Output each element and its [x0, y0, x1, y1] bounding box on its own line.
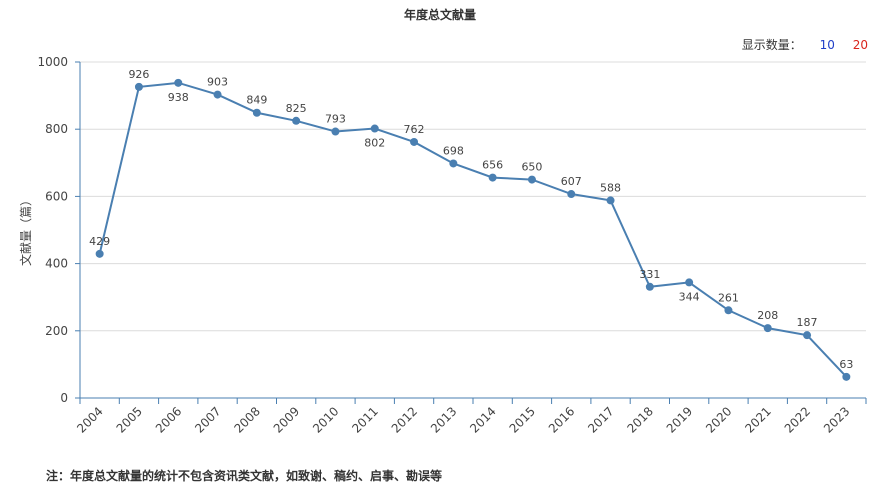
data-label: 607	[561, 175, 582, 188]
data-label: 656	[482, 159, 503, 172]
axes	[79, 62, 866, 399]
data-point	[724, 306, 733, 315]
series-line	[98, 81, 848, 378]
data-points	[95, 78, 851, 381]
data-label: 849	[246, 94, 267, 107]
data-label: 825	[286, 102, 307, 115]
display-count-label: 显示数量：	[741, 38, 802, 52]
y-axis-ticks: 0 200 400 600 800 1000	[37, 55, 80, 405]
data-point	[685, 278, 694, 287]
data-label: 903	[207, 76, 228, 89]
data-label: 802	[364, 137, 385, 150]
data-point	[410, 137, 419, 146]
data-labels: 429 926 938 903 849 825 793 802 762 698 656 650 607 5…	[89, 68, 853, 371]
data-label: 762	[404, 123, 425, 136]
y-tick-label: 400	[45, 257, 68, 271]
data-label: 793	[325, 113, 346, 126]
x-tick-label: 2016	[546, 404, 577, 435]
data-label: 429	[89, 235, 110, 248]
data-label: 187	[797, 316, 818, 329]
data-point	[331, 127, 340, 136]
data-label: 650	[521, 161, 542, 174]
data-label: 926	[128, 68, 149, 81]
data-point	[213, 90, 222, 99]
x-tick-label: 2005	[114, 404, 145, 435]
data-point	[95, 249, 104, 258]
x-tick-label: 2019	[664, 404, 695, 435]
data-point	[645, 282, 654, 291]
x-tick-label: 2023	[821, 404, 852, 435]
display-count-10-option[interactable]: 10	[819, 38, 835, 52]
x-tick-label: 2021	[742, 404, 773, 435]
data-point	[449, 159, 458, 168]
data-point	[763, 324, 772, 333]
data-label: 331	[639, 268, 660, 281]
data-label: 63	[839, 358, 853, 371]
y-tick-label: 200	[45, 324, 68, 338]
y-tick-label: 600	[45, 189, 68, 203]
data-point	[803, 331, 812, 340]
data-point	[567, 190, 576, 199]
data-point	[527, 175, 536, 184]
x-tick-label: 2018	[624, 404, 655, 435]
data-point	[252, 108, 261, 117]
data-point	[174, 78, 183, 87]
gridlines	[80, 61, 866, 332]
x-tick-label: 2015	[507, 404, 538, 435]
x-tick-label: 2009	[271, 404, 302, 435]
x-tick-label: 2008	[231, 404, 262, 435]
x-tick-label: 2012	[389, 404, 420, 435]
x-axis-ticks: 2004 2005 2006 2007 2008 2009 2010 2011 2012 2013…	[74, 398, 867, 436]
x-tick-label: 2010	[310, 404, 341, 435]
data-point	[488, 173, 497, 182]
data-label: 208	[757, 309, 778, 322]
x-tick-label: 2022	[782, 404, 813, 435]
data-point	[606, 196, 615, 205]
data-point	[134, 82, 143, 91]
x-tick-label: 2017	[585, 404, 616, 435]
footnote: 注：年度总文献量的统计不包含资讯类文献，如致谢、稿约、启事、勘误等	[46, 469, 443, 483]
data-label: 344	[679, 290, 700, 303]
x-tick-label: 2020	[703, 404, 734, 435]
x-tick-label: 2007	[192, 404, 223, 435]
data-point	[370, 124, 379, 133]
data-point	[292, 116, 301, 125]
data-label: 938	[168, 91, 189, 104]
data-label: 698	[443, 144, 464, 157]
display-count-20-option[interactable]: 20	[852, 38, 868, 52]
data-point	[842, 372, 851, 381]
data-label: 588	[600, 181, 621, 194]
data-label: 261	[718, 291, 739, 304]
x-tick-label: 2014	[467, 404, 498, 435]
display-count-selector: 显示数量： 10 20	[742, 36, 868, 53]
y-tick-label: 800	[45, 122, 68, 136]
y-axis-label: 文献量（篇）	[18, 194, 33, 266]
x-tick-label: 2006	[153, 404, 184, 435]
y-tick-label: 1000	[37, 55, 68, 69]
chart-title: 年度总文献量	[403, 8, 476, 22]
x-tick-label: 2013	[428, 404, 459, 435]
x-tick-label: 2011	[349, 404, 380, 435]
y-tick-label: 0	[60, 391, 68, 405]
x-tick-label: 2004	[74, 404, 105, 435]
